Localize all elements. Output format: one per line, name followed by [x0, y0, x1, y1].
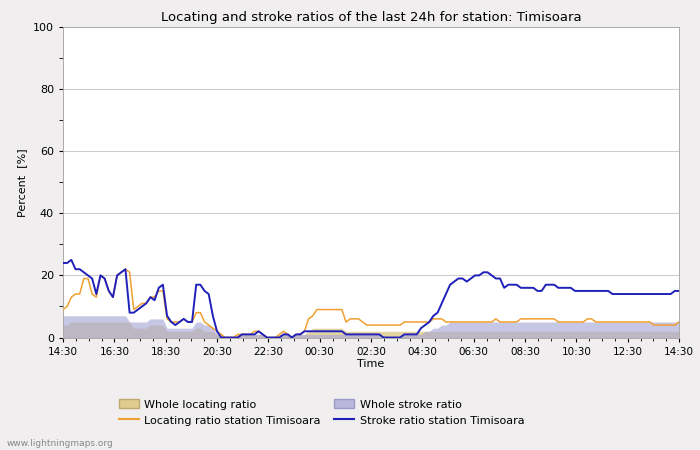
- Title: Locating and stroke ratios of the last 24h for station: Timisoara: Locating and stroke ratios of the last 2…: [161, 11, 581, 24]
- Legend: Whole locating ratio, Locating ratio station Timisoara, Whole stroke ratio, Stro: Whole locating ratio, Locating ratio sta…: [116, 396, 528, 429]
- X-axis label: Time: Time: [358, 359, 384, 369]
- Y-axis label: Percent  [%]: Percent [%]: [18, 148, 27, 216]
- Text: www.lightningmaps.org: www.lightningmaps.org: [7, 439, 113, 448]
